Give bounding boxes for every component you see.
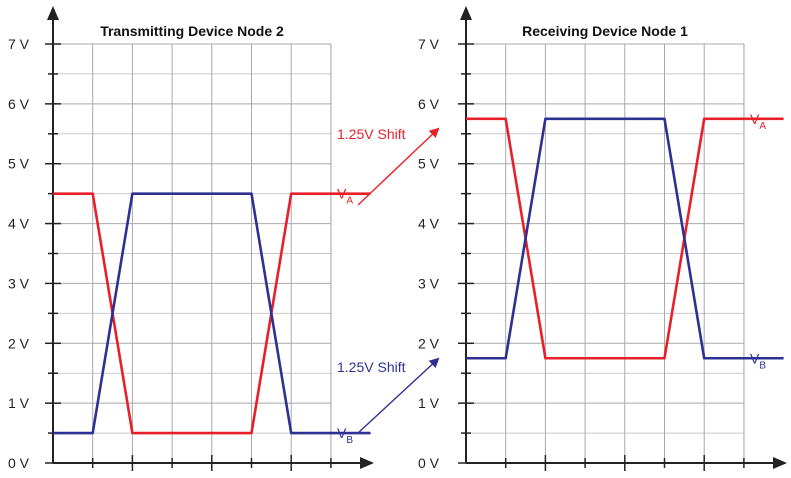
shift-label-a: 1.25V Shift xyxy=(337,126,406,142)
shift-label-b: 1.25V Shift xyxy=(337,359,406,375)
receiving-node-panel: 0 V 1 V 2 V 3 V 4 V 5 V 6 V 7 V Receiving Device… xyxy=(418,6,787,471)
y-tick-label: 4 V xyxy=(8,216,30,232)
y-tick-label: 2 V xyxy=(8,335,30,351)
y-tick-label: 1 V xyxy=(8,395,30,411)
series-label: VA xyxy=(750,111,766,132)
y-tick-label: 5 V xyxy=(8,156,30,172)
y-tick-label: 6 V xyxy=(418,96,440,112)
series-line-vb xyxy=(53,192,371,435)
y-tick-label: 6 V xyxy=(8,96,30,112)
chart-title: Transmitting Device Node 2 xyxy=(100,23,284,39)
series-line-va xyxy=(53,192,371,435)
series-line-va xyxy=(466,117,784,360)
y-tick-label: 7 V xyxy=(418,36,440,52)
y-tick-label: 2 V xyxy=(418,335,440,351)
y-tick-label: 0 V xyxy=(8,455,30,471)
y-tick-label: 4 V xyxy=(418,216,440,232)
y-tick-label: 3 V xyxy=(8,275,30,291)
shift-arrow-b xyxy=(357,357,440,434)
series-line-vb xyxy=(466,117,784,360)
y-tick-label: 3 V xyxy=(418,275,440,291)
series-label: VA xyxy=(337,186,353,207)
y-tick-label: 7 V xyxy=(8,36,30,52)
y-tick-label: 1 V xyxy=(418,395,440,411)
y-tick-label: 5 V xyxy=(418,156,440,172)
chart-title: Receiving Device Node 1 xyxy=(522,23,688,39)
y-tick-label: 0 V xyxy=(418,455,440,471)
series-label: VB xyxy=(750,350,766,371)
shift-arrow-a xyxy=(357,127,440,206)
series-label: VB xyxy=(337,425,353,446)
transmitting-node-panel: 0 V 1 V 2 V 3 V 4 V 5 V 6 V 7 V Transmitting Dev… xyxy=(8,6,374,471)
